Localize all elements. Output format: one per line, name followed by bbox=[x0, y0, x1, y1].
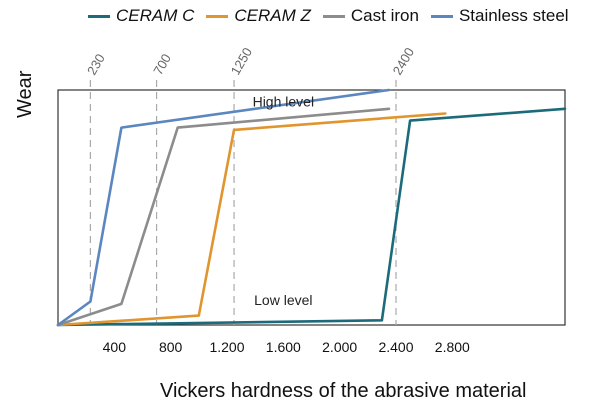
legend-label: CERAM C bbox=[116, 6, 195, 25]
reference-line-label: 1250 bbox=[228, 45, 255, 78]
x-tick-label: 2.400 bbox=[378, 339, 413, 355]
series-line bbox=[56, 112, 447, 327]
legend-swatch bbox=[88, 14, 110, 18]
plot-frame bbox=[57, 89, 566, 326]
x-tick-label: 400 bbox=[103, 339, 127, 355]
legend: CERAM C CERAM Z Cast iron Stainless stee… bbox=[88, 4, 590, 28]
legend-item-stainless-steel: Stainless steel bbox=[430, 6, 569, 26]
x-tick-label: 1.200 bbox=[209, 339, 244, 355]
x-tick-label: 2.800 bbox=[435, 339, 470, 355]
legend-item-ceram-c: CERAM C bbox=[88, 6, 194, 26]
legend-item-cast-iron: Cast iron bbox=[322, 6, 419, 26]
legend-swatch bbox=[206, 14, 229, 18]
legend-swatch bbox=[322, 14, 345, 18]
x-tick-label: 800 bbox=[159, 339, 183, 355]
series-line bbox=[56, 88, 391, 327]
annotation-label: Low level bbox=[254, 292, 312, 308]
series-line bbox=[56, 107, 391, 327]
legend-item-ceram-z: CERAM Z bbox=[206, 6, 311, 26]
reference-line-label: 700 bbox=[150, 51, 174, 77]
reference-line-label: 230 bbox=[84, 51, 108, 77]
x-axis-label: Vickers hardness of the abrasive materia… bbox=[160, 380, 527, 402]
legend-label: CERAM Z bbox=[234, 6, 311, 25]
x-tick-label: 2.000 bbox=[322, 339, 357, 355]
series-line bbox=[56, 107, 567, 327]
legend-swatch bbox=[430, 14, 453, 18]
annotation-label: High level bbox=[253, 93, 314, 109]
reference-line-label: 2400 bbox=[390, 45, 417, 78]
x-tick-label: 1.600 bbox=[266, 339, 301, 355]
legend-label: Cast iron bbox=[350, 6, 419, 25]
legend-label: Stainless steel bbox=[458, 6, 569, 25]
